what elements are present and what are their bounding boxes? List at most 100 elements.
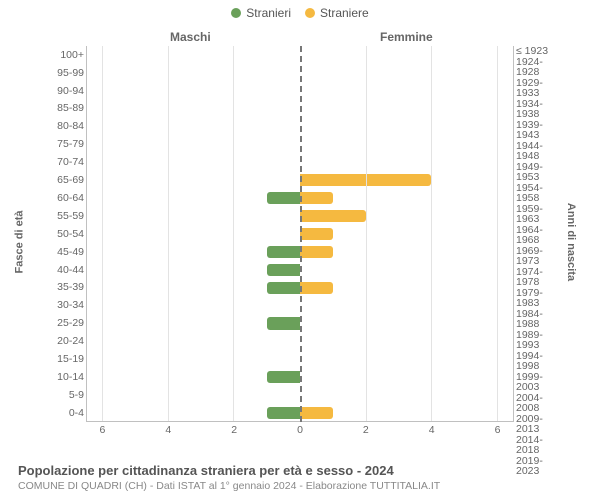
bar-female — [300, 210, 366, 222]
birth-label: 1934-1938 — [516, 99, 564, 120]
section-label-female: Femmine — [380, 30, 433, 44]
age-labels-left: 100+95-9990-9485-8980-8475-7970-7465-696… — [40, 46, 84, 422]
bar-row-male — [87, 279, 300, 297]
age-label: 45-49 — [40, 243, 84, 261]
age-label: 95-99 — [40, 64, 84, 82]
bar-row-female — [300, 261, 513, 279]
bar-row-male — [87, 225, 300, 243]
bar-row-male — [87, 350, 300, 368]
bar-row-male — [87, 207, 300, 225]
bar-row-female — [300, 333, 513, 351]
legend-label-male: Stranieri — [246, 6, 291, 20]
bar-row-female — [300, 153, 513, 171]
bar-female — [300, 282, 333, 294]
bar-row-female — [300, 315, 513, 333]
bar-row-female — [300, 225, 513, 243]
bar-row-male — [87, 261, 300, 279]
bar-row-male — [87, 189, 300, 207]
birth-label: 1954-1958 — [516, 183, 564, 204]
age-label: 90-94 — [40, 82, 84, 100]
legend-label-female: Straniere — [320, 6, 369, 20]
birth-label: 1984-1988 — [516, 309, 564, 330]
bar-row-male — [87, 333, 300, 351]
age-label: 10-14 — [40, 368, 84, 386]
birth-label: 1999-2003 — [516, 372, 564, 393]
bar-male — [267, 246, 300, 258]
bar-row-female — [300, 386, 513, 404]
age-label: 30-34 — [40, 297, 84, 315]
y-axis-left-label: Fasce di età — [13, 211, 25, 274]
bar-row-male — [87, 118, 300, 136]
bar-row-male — [87, 136, 300, 154]
age-label: 75-79 — [40, 136, 84, 154]
birth-label: ≤ 1923 — [516, 46, 564, 57]
bar-male — [267, 282, 300, 294]
age-label: 20-24 — [40, 333, 84, 351]
birth-label: 1939-1943 — [516, 120, 564, 141]
section-label-male: Maschi — [170, 30, 211, 44]
bar-row-female — [300, 82, 513, 100]
plot-male — [86, 46, 300, 422]
bar-male — [267, 192, 300, 204]
x-tick: 6 — [495, 424, 501, 436]
bar-row-female — [300, 136, 513, 154]
bar-row-female — [300, 64, 513, 82]
bar-female — [300, 228, 333, 240]
age-label: 25-29 — [40, 315, 84, 333]
bar-row-male — [87, 404, 300, 422]
swatch-male — [231, 8, 241, 18]
birth-label: 2009-2013 — [516, 414, 564, 435]
bar-row-male — [87, 82, 300, 100]
x-tick: 4 — [429, 424, 435, 436]
bar-row-male — [87, 171, 300, 189]
age-label: 40-44 — [40, 261, 84, 279]
bar-female — [300, 407, 333, 419]
bar-row-male — [87, 64, 300, 82]
bar-male — [267, 407, 300, 419]
footer: Popolazione per cittadinanza straniera p… — [18, 463, 582, 492]
legend-item-male: Stranieri — [231, 6, 291, 20]
x-tick: 6 — [100, 424, 106, 436]
x-tick: 2 — [363, 424, 369, 436]
age-label: 15-19 — [40, 350, 84, 368]
bar-row-female — [300, 118, 513, 136]
birth-label: 1944-1948 — [516, 141, 564, 162]
age-label: 65-69 — [40, 171, 84, 189]
birth-label: 1969-1973 — [516, 246, 564, 267]
chart-title: Popolazione per cittadinanza straniera p… — [18, 463, 582, 478]
birth-label: 1994-1998 — [516, 351, 564, 372]
age-label: 100+ — [40, 46, 84, 64]
bar-male — [267, 264, 300, 276]
bar-row-male — [87, 386, 300, 404]
y-axis-right-label: Anni di nascita — [565, 203, 577, 281]
age-label: 0-4 — [40, 404, 84, 422]
bar-male — [267, 317, 300, 329]
bar-row-female — [300, 46, 513, 64]
birth-label: 1974-1978 — [516, 267, 564, 288]
birth-label: 1964-1968 — [516, 225, 564, 246]
bar-row-female — [300, 350, 513, 368]
age-label: 5-9 — [40, 386, 84, 404]
birth-label: 1949-1953 — [516, 162, 564, 183]
bar-row-female — [300, 171, 513, 189]
age-label: 85-89 — [40, 100, 84, 118]
swatch-female — [305, 8, 315, 18]
bar-male — [267, 371, 300, 383]
x-tick: 0 — [297, 424, 303, 436]
bar-row-male — [87, 297, 300, 315]
age-label: 70-74 — [40, 153, 84, 171]
age-label: 55-59 — [40, 207, 84, 225]
birth-label: 1959-1963 — [516, 204, 564, 225]
birth-label: 1929-1933 — [516, 78, 564, 99]
bar-row-male — [87, 368, 300, 386]
plot-female — [300, 46, 514, 422]
bar-row-male — [87, 100, 300, 118]
birth-label: 1989-1993 — [516, 330, 564, 351]
bar-female — [300, 246, 333, 258]
bar-row-female — [300, 279, 513, 297]
x-tick: 4 — [165, 424, 171, 436]
bar-row-male — [87, 46, 300, 64]
birth-label: 2004-2008 — [516, 393, 564, 414]
bar-row-female — [300, 404, 513, 422]
age-labels-right: ≤ 19231924-19281929-19331934-19381939-19… — [516, 46, 564, 422]
